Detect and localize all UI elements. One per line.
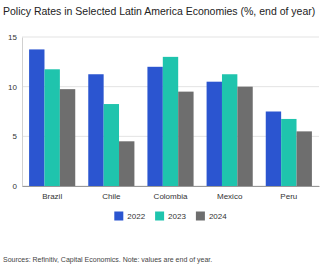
legend: 2022 2023 2024 (114, 212, 227, 221)
y-axis-line (22, 38, 23, 187)
y-tick-label: 15 (8, 33, 17, 42)
x-tick-label: Chile (102, 192, 121, 201)
y-tick: 5 (13, 132, 22, 141)
bars (29, 49, 312, 186)
title: Policy Rates in Selected Latin America E… (3, 5, 315, 17)
legend-item: 2023 (155, 212, 186, 221)
x-tick: Colombia (154, 186, 188, 201)
legend-label: 2022 (127, 212, 145, 221)
y-tick: 10 (8, 83, 22, 92)
bar (222, 74, 237, 186)
legend-label: 2024 (209, 212, 227, 221)
x-tick-label: Mexico (217, 192, 243, 201)
bar (88, 74, 103, 186)
bar (297, 131, 312, 186)
legend-swatch (114, 212, 123, 221)
bar (29, 49, 44, 186)
y-tick: 0 (13, 182, 22, 191)
y-tick-label: 5 (13, 132, 18, 141)
x-tick: Brazil (42, 186, 62, 201)
legend-item: 2022 (114, 212, 145, 221)
source-note: Sources: Refinitiv, Capital Economics. N… (3, 256, 212, 264)
bar (178, 92, 193, 186)
bar (44, 69, 59, 186)
legend-swatch (155, 212, 164, 221)
x-tick-label: Brazil (42, 192, 62, 201)
bar (163, 57, 178, 186)
y-tick-label: 0 (13, 182, 18, 191)
bar (104, 104, 119, 186)
y-tick: 15 (8, 33, 22, 42)
chart: Policy Rates in Selected Latin America E… (0, 0, 325, 273)
x-tick: Mexico (217, 186, 243, 201)
y-tick-label: 10 (8, 83, 17, 92)
x-axis-line (23, 186, 320, 187)
bar (207, 82, 222, 186)
bar (266, 112, 281, 187)
x-tick: Chile (102, 186, 121, 201)
y-axis: 0 5 10 15 (8, 33, 22, 191)
x-axis: Brazil Chile Colombia Mexico Peru (23, 186, 320, 201)
bar (119, 141, 134, 186)
legend-label: 2023 (168, 212, 186, 221)
legend-item: 2024 (196, 212, 227, 221)
x-tick-label: Colombia (154, 192, 188, 201)
bar (281, 119, 296, 186)
grid (22, 37, 319, 186)
bar (237, 87, 252, 186)
bar (60, 89, 75, 186)
x-tick-label: Peru (280, 192, 297, 201)
bar (147, 67, 162, 186)
grid-line (22, 37, 319, 38)
x-tick: Peru (280, 186, 297, 201)
legend-swatch (196, 212, 205, 221)
